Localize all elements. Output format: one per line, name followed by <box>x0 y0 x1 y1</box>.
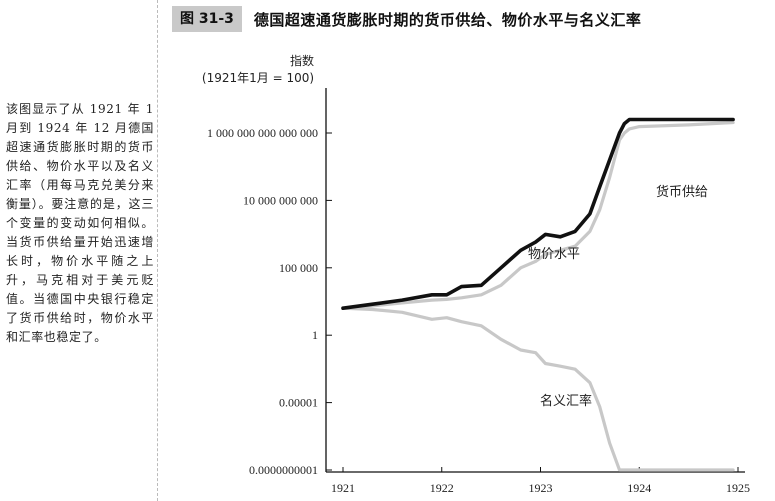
series-labels: 货币供给 物价水平 名义汇率 <box>528 184 708 409</box>
x-tick-label: 1922 <box>430 481 454 495</box>
y-axis-ticks: 1 000 000 000 000 000 10 000 000 000 100 0… <box>207 126 332 477</box>
series-line-price-level <box>343 120 733 309</box>
series-line-exchange-rate <box>343 308 733 470</box>
y-tick-label: 1 000 000 000 000 000 <box>207 126 318 140</box>
y-tick-label: 1 <box>312 328 318 342</box>
series-label-money-supply: 货币供给 <box>656 184 708 200</box>
y-axis-title-line1: 指数 <box>290 53 314 68</box>
series-label-price-level: 物价水平 <box>528 247 580 262</box>
series-lines <box>343 120 733 471</box>
x-tick-label: 1924 <box>627 481 651 495</box>
y-axis-title-line2: (1921年1月 = 100) <box>202 71 314 85</box>
y-tick-label: 100 000 <box>279 261 318 275</box>
y-tick-label: 0.0000000001 <box>249 463 318 477</box>
y-tick-label: 0.00001 <box>279 396 318 410</box>
series-line-money-supply <box>343 123 733 309</box>
x-tick-label: 1923 <box>529 481 553 495</box>
x-tick-label: 1921 <box>331 481 355 495</box>
series-label-exchange-rate: 名义汇率 <box>540 393 592 409</box>
y-tick-label: 10 000 000 000 <box>243 193 318 207</box>
x-tick-label: 1925 <box>726 481 750 495</box>
y-axis-title: 指数 (1921年1月 = 100) <box>202 53 314 85</box>
